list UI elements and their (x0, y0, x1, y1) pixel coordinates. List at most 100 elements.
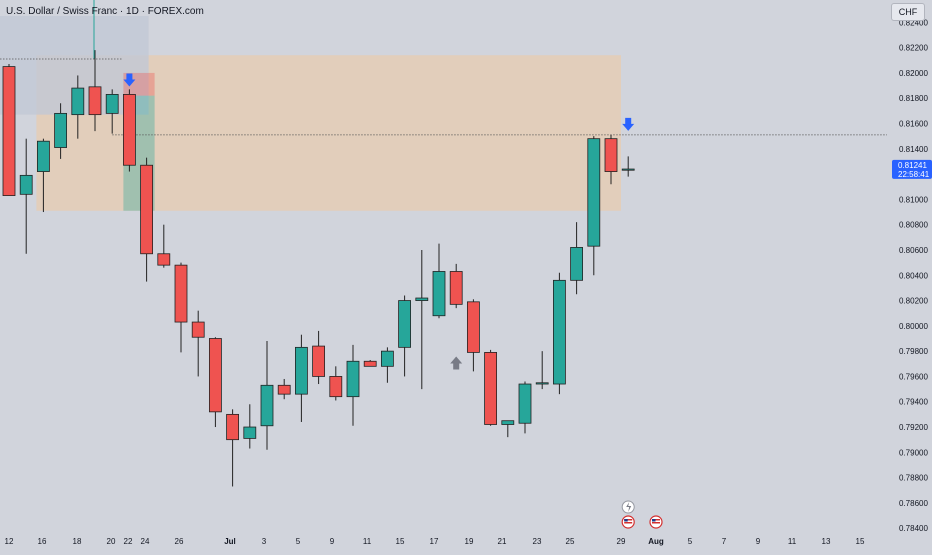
time-tick-label: 29 (617, 537, 626, 546)
price-tick-label: 0.81800 (899, 94, 928, 103)
arrow-down-marker[interactable] (123, 73, 136, 87)
candle-body (363, 360, 377, 367)
price-tick-label: 0.79800 (899, 347, 928, 356)
candle-jun-17[interactable] (54, 103, 67, 159)
candle-body (415, 297, 429, 301)
candle-jul-1[interactable] (226, 409, 240, 487)
price-tick-label: 0.81400 (899, 145, 928, 154)
candle-jun-19[interactable] (88, 50, 102, 132)
flag-stripe (624, 522, 633, 524)
candle-jul-15[interactable] (398, 295, 412, 377)
flag-stripe (624, 519, 633, 521)
candle-body (587, 138, 601, 247)
candle-jul-21[interactable] (466, 299, 480, 372)
flag-canton (624, 519, 628, 522)
time-tick-label: 20 (107, 537, 116, 546)
events-layer (621, 500, 663, 529)
time-tick-label: 9 (330, 537, 335, 546)
candle-body (54, 112, 67, 148)
candle-body (604, 138, 618, 172)
candle-jul-4[interactable] (277, 378, 291, 400)
time-tick-label: 19 (465, 537, 474, 546)
candle-aug-1[interactable] (621, 156, 635, 177)
candle-body (105, 94, 119, 114)
candle-body (71, 87, 85, 116)
candle-body (157, 253, 171, 266)
time-tick-label: 5 (296, 537, 301, 546)
candle-jul-29[interactable] (570, 222, 583, 295)
last-price-text: 0.81241 (898, 161, 927, 170)
price-tick-label: 0.81000 (899, 195, 928, 204)
time-tick-label: 11 (363, 537, 372, 546)
candle-body (570, 247, 583, 281)
time-tick-label: 15 (396, 537, 405, 546)
time-tick-label: 16 (38, 537, 47, 546)
us-flag-event-icon[interactable] (621, 515, 635, 529)
candle-body (123, 94, 136, 166)
candle-jun-25[interactable] (157, 224, 171, 268)
price-axis[interactable]: 0.82400 0.82200 0.82000 0.81800 0.81600 0.814… (887, 0, 932, 550)
candle-jul-3[interactable] (260, 341, 274, 450)
markers-layer (123, 73, 635, 370)
currency-unit-button[interactable]: CHF (891, 3, 925, 21)
candle-jul-8[interactable] (312, 330, 326, 385)
candle-jun-24[interactable] (140, 157, 154, 282)
candle-jul-31[interactable] (604, 134, 618, 185)
candle-jun-12[interactable] (2, 64, 16, 196)
candle-jul-18[interactable] (449, 263, 463, 309)
time-tick-label: 13 (822, 537, 831, 546)
time-tick-label: 15 (856, 537, 865, 546)
time-tick-label: Aug (648, 537, 664, 546)
arrow-up-marker[interactable] (450, 356, 463, 370)
candle-body (432, 271, 446, 317)
candle-body (380, 350, 394, 367)
price-tick-label: 0.80600 (899, 246, 928, 255)
candle-jun-23[interactable] (123, 89, 136, 172)
arrow-down-marker[interactable] (622, 117, 635, 131)
candle-body (398, 300, 412, 348)
price-tick-label: 0.78400 (899, 524, 928, 533)
candle-jul-30[interactable] (587, 136, 601, 276)
price-tick-label: 0.80000 (899, 322, 928, 331)
candle-body (466, 301, 480, 353)
candle-jul-23[interactable] (501, 420, 515, 438)
candle-jun-13[interactable] (19, 138, 33, 254)
candle-body (553, 279, 566, 385)
time-tick-label: 5 (688, 537, 693, 546)
candle-jul-24[interactable] (518, 381, 532, 434)
candle-jul-11[interactable] (363, 360, 377, 367)
candle-body (226, 413, 240, 441)
time-tick-label: 3 (262, 537, 267, 546)
candle-jul-14[interactable] (380, 347, 394, 383)
price-tick-label: 0.81600 (899, 120, 928, 129)
candle-jun-26[interactable] (174, 262, 188, 353)
us-flag-event-icon[interactable] (649, 515, 663, 529)
candle-body (346, 360, 360, 398)
candle-jul-25[interactable] (535, 351, 549, 390)
candle-jun-20[interactable] (105, 89, 119, 134)
candle-jul-9[interactable] (329, 366, 343, 401)
price-tick-label: 0.82400 (899, 18, 928, 27)
time-tick-label: 21 (498, 537, 507, 546)
candle-jun-18[interactable] (71, 75, 85, 139)
candle-jul-2[interactable] (243, 404, 257, 449)
chart-title: U.S. Dollar / Swiss Franc · 1D · FOREX.c… (6, 6, 204, 17)
candle-jun-30[interactable] (208, 337, 222, 428)
candle-body (484, 352, 498, 425)
candle-body (535, 382, 549, 385)
candle-jul-28[interactable] (553, 272, 566, 395)
time-tick-label: 9 (756, 537, 761, 546)
candle-jul-22[interactable] (484, 349, 498, 426)
candle-jul-7[interactable] (294, 334, 308, 422)
candle-jun-16[interactable] (37, 138, 50, 213)
candle-jun-27[interactable] (191, 310, 205, 377)
time-tick-label: 11 (788, 537, 797, 546)
candle-jul-10[interactable] (346, 344, 360, 426)
time-axis[interactable]: 12 16 18 20 22 24 26 Jul 3 5 9 11 15 17 19 21 23 25 29 Aug 5… (0, 532, 932, 550)
last-price-label[interactable] (892, 159, 932, 179)
time-tick-label: 17 (430, 537, 439, 546)
candle-jul-17[interactable] (432, 243, 446, 319)
candle-jul-16[interactable] (415, 249, 429, 390)
